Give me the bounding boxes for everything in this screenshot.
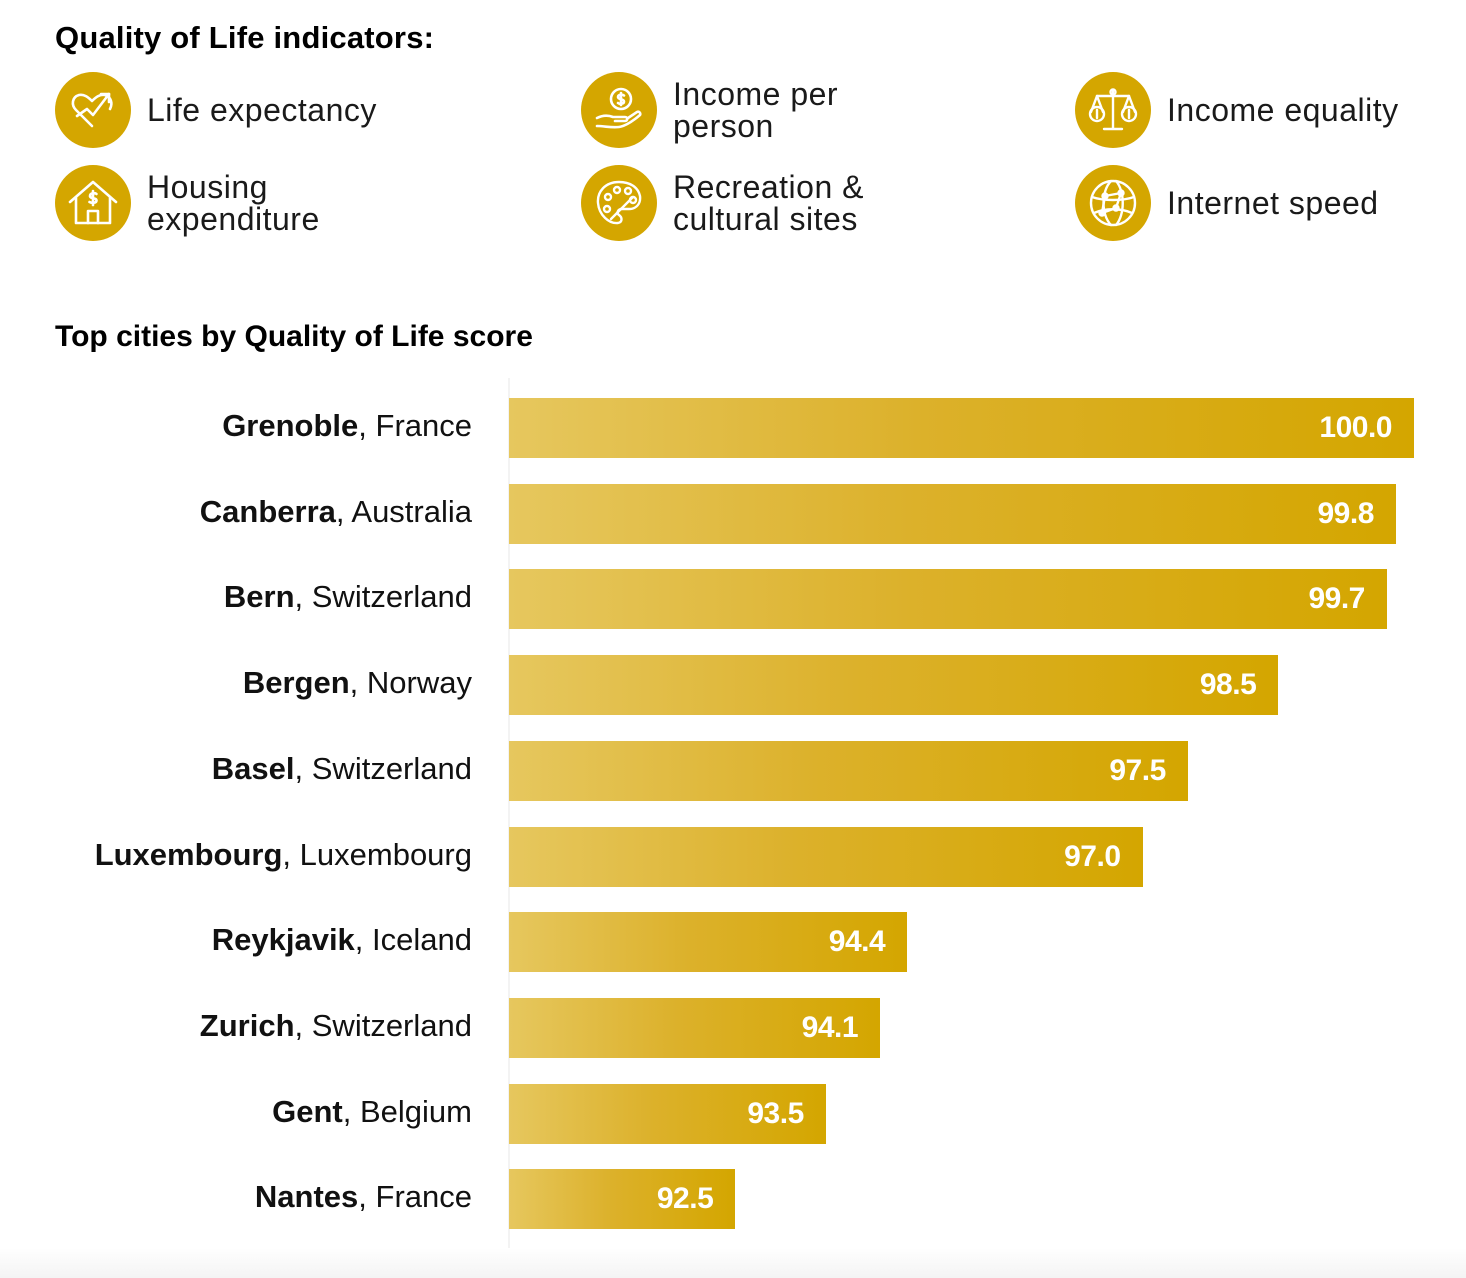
country-name: Switzerland	[311, 579, 472, 615]
indicator-label: Income equality	[1167, 92, 1399, 128]
indicators-title: Quality of Life indicators:	[55, 20, 435, 55]
chart-axis-line	[508, 378, 510, 1248]
country-name: France	[375, 1179, 472, 1215]
city-label: Grenoble, France	[12, 408, 472, 444]
city-name: Grenoble	[222, 408, 359, 443]
indicator-recreation-cultural-sites: Recreation & cultural sites	[581, 165, 933, 241]
bar: 94.4	[509, 912, 908, 973]
country-name: Belgium	[360, 1093, 472, 1129]
city-separator: ,	[294, 579, 312, 615]
city-name: Bergen	[242, 665, 350, 701]
house-dollar-icon	[55, 165, 131, 241]
city-label: Basel, Switzerland	[12, 751, 472, 787]
bar-value-label: 97.5	[1109, 753, 1166, 787]
city-name: Basel	[211, 750, 295, 786]
city-separator: ,	[349, 665, 367, 701]
bar-value-label: 94.4	[828, 925, 886, 959]
city-label: Nantes, France	[12, 1179, 472, 1215]
bar: 94.1	[509, 997, 881, 1058]
indicator-label: Recreation & cultural sites	[673, 169, 864, 237]
chart-title: Top cities by Quality of Life score	[55, 320, 533, 353]
city-name: Canberra	[199, 493, 336, 529]
indicator-label: Internet speed	[1167, 185, 1379, 221]
city-separator: ,	[282, 836, 300, 872]
bar-value-label: 97.0	[1064, 839, 1121, 873]
city-name: Gent	[272, 1093, 343, 1129]
bar: 100.0	[509, 398, 1414, 458]
city-label: Zurich, Switzerland	[12, 1008, 472, 1044]
indicator-label: Housing expenditure	[147, 169, 320, 237]
city-label: Gent, Belgium	[12, 1094, 472, 1130]
country-name: Australia	[351, 493, 472, 529]
bar-value-label: 94.1	[801, 1010, 859, 1044]
bar: 97.0	[509, 826, 1143, 887]
city-separator: ,	[294, 1007, 312, 1043]
city-name: Zurich	[199, 1007, 295, 1043]
bar-value-label: 99.8	[1317, 496, 1375, 530]
network-globe-icon	[1075, 165, 1151, 241]
city-label: Canberra, Australia	[12, 494, 472, 530]
country-name: Luxembourg	[299, 836, 472, 872]
heart-arrow-icon	[55, 72, 131, 148]
country-name: Switzerland	[311, 750, 472, 786]
city-name: Bern	[223, 579, 295, 615]
indicator-label: Life expectancy	[147, 92, 377, 128]
bar: 98.5	[509, 655, 1279, 716]
indicator-label: Income per person	[673, 76, 839, 144]
bar-value-label: 92.5	[656, 1182, 714, 1216]
city-label: Bern, Switzerland	[12, 579, 472, 615]
city-separator: ,	[294, 750, 312, 786]
city-name: Nantes	[254, 1179, 359, 1215]
indicator-internet-speed: Internet speed	[1075, 165, 1379, 241]
city-separator: ,	[335, 493, 352, 529]
bar-value-label: 99.7	[1308, 582, 1365, 616]
indicator-income-equality: Income equality	[1075, 72, 1399, 148]
bar: 92.5	[509, 1169, 736, 1230]
city-name: Luxembourg	[94, 836, 283, 872]
bar-value-label: 98.5	[1199, 668, 1257, 702]
bar-value-label: 100.0	[1319, 411, 1392, 444]
country-name: Norway	[366, 665, 472, 701]
city-label: Reykjavik, Iceland	[12, 922, 472, 958]
balance-scale-icon	[1075, 72, 1151, 148]
city-label: Bergen, Norway	[12, 665, 472, 701]
city-separator: ,	[358, 1179, 376, 1215]
bar: 99.7	[509, 569, 1387, 630]
bottom-fade	[0, 1248, 1466, 1278]
indicator-housing-expenditure: Housing expenditure	[55, 165, 407, 241]
bar: 99.8	[509, 483, 1396, 544]
country-name: France	[375, 408, 472, 443]
city-separator: ,	[342, 1093, 360, 1129]
city-label: Luxembourg, Luxembourg	[12, 837, 472, 873]
indicator-income-per-person: Income per person	[581, 72, 933, 148]
bar: 93.5	[509, 1083, 826, 1144]
hand-coin-icon	[581, 72, 657, 148]
country-name: Iceland	[372, 922, 472, 958]
city-separator: ,	[354, 922, 373, 958]
country-name: Switzerland	[311, 1007, 472, 1043]
bar-value-label: 93.5	[747, 1096, 804, 1130]
city-name: Reykjavik	[211, 922, 355, 958]
bar: 97.5	[509, 740, 1188, 801]
indicator-life-expectancy: Life expectancy	[55, 72, 377, 148]
city-separator: ,	[358, 408, 376, 443]
paint-palette-icon	[581, 165, 657, 241]
